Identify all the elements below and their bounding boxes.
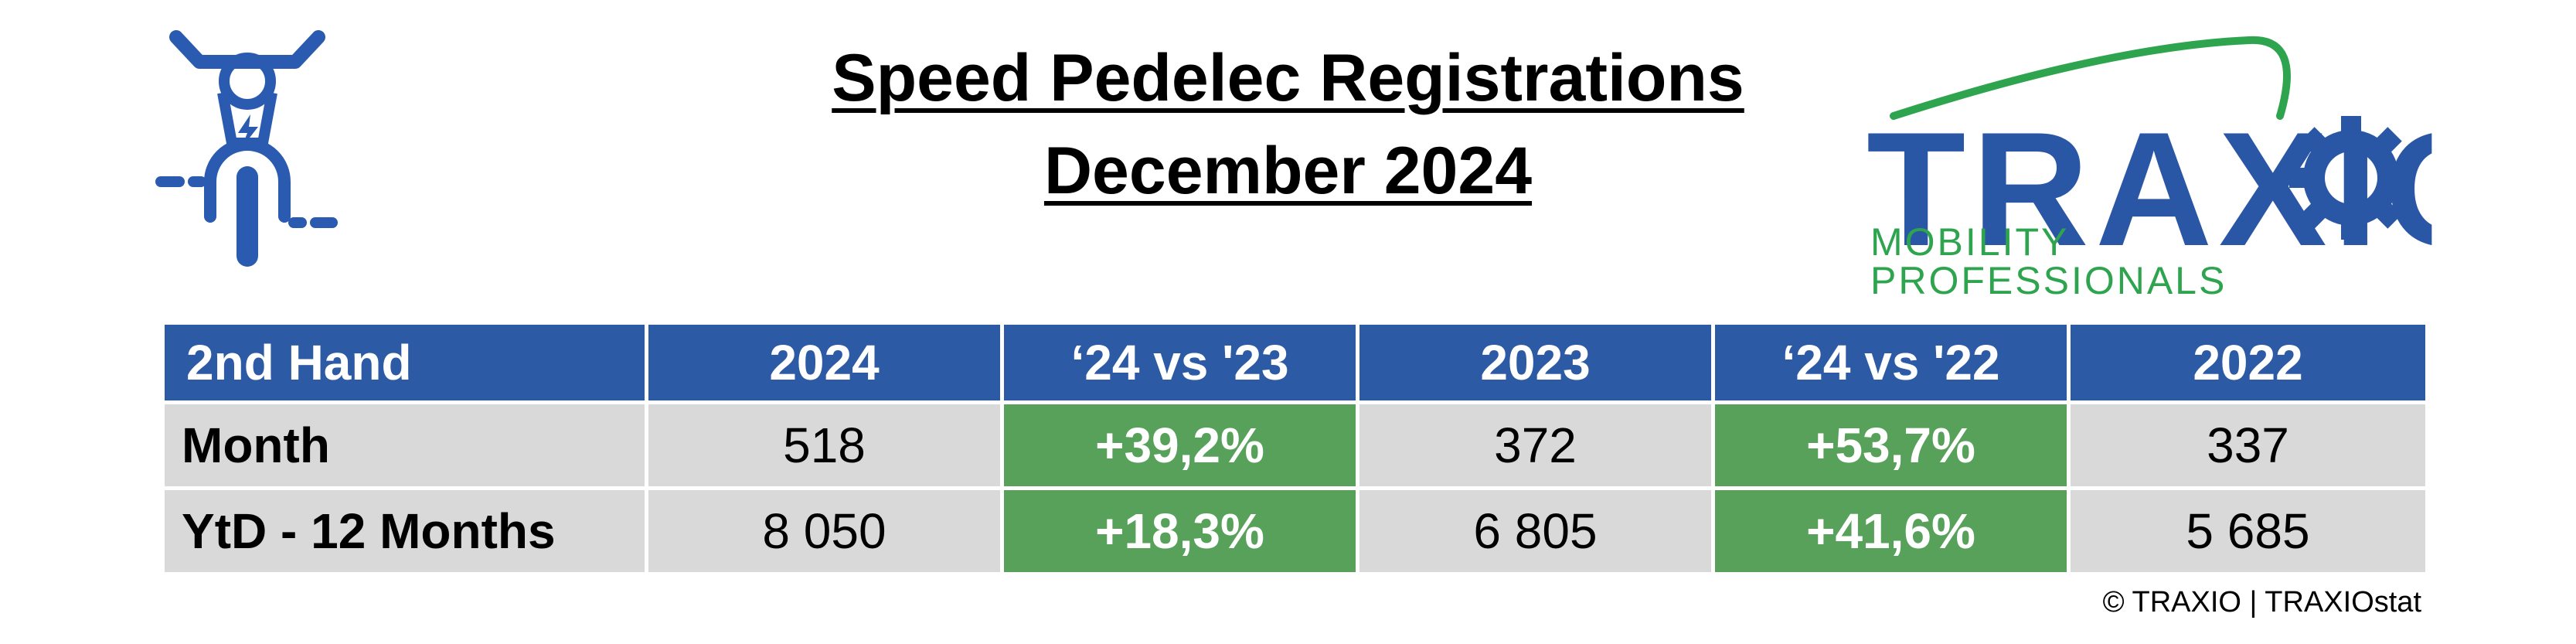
value-2023: 372 bbox=[1356, 400, 1715, 490]
header-2nd-hand: 2nd Hand bbox=[161, 321, 648, 404]
header-2022: 2022 bbox=[2067, 321, 2429, 404]
registrations-table: 2nd Hand 2024 ‘24 vs '23 2023 ‘24 vs '22… bbox=[161, 321, 2429, 576]
logo-swoosh-icon bbox=[1890, 36, 2413, 240]
table-row: YtD - 12 Months 8 050 +18,3% 6 805 +41,6… bbox=[161, 486, 2429, 576]
header-2024: 2024 bbox=[645, 321, 1004, 404]
speed-pedelec-moped-icon bbox=[155, 30, 338, 267]
header-24-vs-22: ‘24 vs '22 bbox=[1711, 321, 2071, 404]
value-2022: 337 bbox=[2067, 400, 2429, 490]
traxio-gear-logo: TRAXIO MOBILITY PROFESSIONALS bbox=[1847, 23, 2435, 300]
delta-24-vs-23: +18,3% bbox=[1000, 486, 1359, 576]
value-2022: 5 685 bbox=[2067, 486, 2429, 576]
value-2024: 8 050 bbox=[645, 486, 1004, 576]
delta-24-vs-23: +39,2% bbox=[1000, 400, 1359, 490]
delta-24-vs-22: +41,6% bbox=[1711, 486, 2071, 576]
table-row: Month 518 +39,2% 372 +53,7% 337 bbox=[161, 400, 2429, 490]
logo-tagline: MOBILITY PROFESSIONALS bbox=[1870, 220, 2227, 302]
value-2023: 6 805 bbox=[1356, 486, 1715, 576]
copyright-footer: © TRAXIO | TRAXIOstat bbox=[2102, 586, 2421, 618]
row-label: YtD - 12 Months bbox=[161, 486, 648, 576]
delta-24-vs-22: +53,7% bbox=[1711, 400, 2071, 490]
logo-wordmark: TRAXIO bbox=[1866, 98, 2517, 280]
header-24-vs-23: ‘24 vs '23 bbox=[1000, 321, 1359, 404]
table-header-row: 2nd Hand 2024 ‘24 vs '23 2023 ‘24 vs '22… bbox=[161, 321, 2429, 404]
page-subtitle: December 2024 bbox=[1043, 134, 1533, 208]
header-2023: 2023 bbox=[1356, 321, 1715, 404]
value-2024: 518 bbox=[645, 400, 1004, 490]
row-label: Month bbox=[161, 400, 648, 490]
page-title: Speed Pedelec Registrations bbox=[832, 41, 1744, 115]
